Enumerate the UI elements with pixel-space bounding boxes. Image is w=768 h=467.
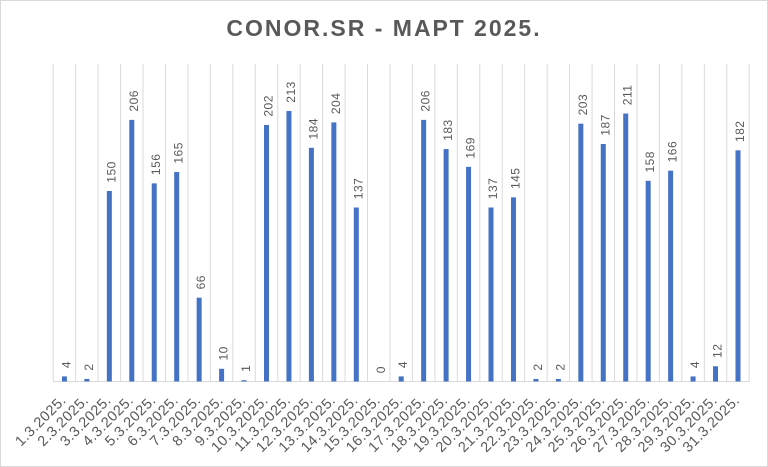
svg-text:10: 10 <box>217 346 231 360</box>
svg-text:CONOR.SR - МАРТ 2025.: CONOR.SR - МАРТ 2025. <box>226 15 541 41</box>
svg-text:211: 211 <box>621 85 635 106</box>
svg-text:2: 2 <box>553 363 567 370</box>
svg-text:166: 166 <box>666 141 680 163</box>
svg-text:150: 150 <box>104 161 118 183</box>
svg-text:12: 12 <box>711 344 725 358</box>
svg-text:206: 206 <box>127 90 141 112</box>
svg-text:187: 187 <box>598 114 612 136</box>
svg-text:169: 169 <box>464 137 478 159</box>
svg-text:202: 202 <box>261 95 275 117</box>
svg-text:165: 165 <box>172 142 186 164</box>
svg-text:156: 156 <box>149 154 163 176</box>
svg-text:2: 2 <box>82 363 96 370</box>
svg-text:204: 204 <box>329 93 343 115</box>
svg-text:137: 137 <box>486 178 500 200</box>
svg-text:183: 183 <box>441 119 455 141</box>
svg-text:158: 158 <box>643 151 657 173</box>
svg-text:0: 0 <box>374 366 388 373</box>
svg-text:182: 182 <box>733 121 747 143</box>
svg-text:2: 2 <box>531 363 545 370</box>
svg-text:66: 66 <box>194 275 208 289</box>
svg-text:213: 213 <box>284 81 298 103</box>
svg-text:1: 1 <box>239 365 253 372</box>
svg-text:4: 4 <box>688 361 702 368</box>
svg-text:4: 4 <box>396 361 410 368</box>
svg-text:137: 137 <box>351 178 365 200</box>
svg-text:203: 203 <box>576 94 590 116</box>
svg-text:4: 4 <box>59 361 73 368</box>
svg-text:184: 184 <box>306 118 320 140</box>
svg-text:145: 145 <box>508 168 522 190</box>
svg-text:206: 206 <box>419 90 433 112</box>
